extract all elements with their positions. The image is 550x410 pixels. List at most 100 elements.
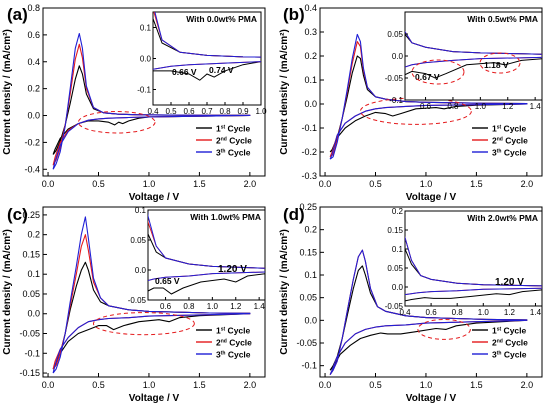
x-axis-label: Voltage / V — [129, 393, 180, 404]
inset-x-tick-label: 1.4 — [254, 302, 266, 311]
inset-series-line-1 — [405, 247, 542, 302]
inset-x-tick-label: 0.6 — [426, 308, 438, 317]
panel-label: (b) — [283, 5, 305, 24]
x-tick-label: 0.0 — [319, 380, 332, 390]
panel-0: 0.0 0.5 1.0 1.5 2.0 -0.4 -0.2 0.0 0.2 0.4 0.6 0.8 Vo… — [2, 3, 267, 203]
y-axis-label: Current density / (mA/cm²) — [2, 229, 13, 355]
panel-label: (a) — [7, 5, 28, 24]
y-tick-label: 0.0 — [304, 315, 317, 325]
legend-label: 3th Cycle — [492, 350, 527, 360]
x-axis-label: Voltage / V — [406, 192, 457, 203]
zoom-callout-ellipse — [417, 318, 471, 340]
inset-title: With 0.0wt% PMA — [186, 14, 257, 24]
inset-title: With 2.0wt% PMA — [467, 213, 538, 223]
inset-x-tick-label: 0.8 — [219, 107, 231, 116]
x-tick-label: 0.5 — [92, 179, 105, 189]
y-tick-label: -0.15 — [19, 368, 40, 378]
legend-label: 1st Cycle — [492, 124, 527, 134]
series-line-3 — [52, 32, 251, 170]
y-tick-label: 0.25 — [22, 210, 40, 220]
y-tick-label: -0.2 — [24, 137, 40, 147]
inset-y-tick-label: 0.1 — [140, 24, 152, 33]
inset-y-tick-label: 0.05 — [387, 30, 403, 39]
y-tick-label: -0.1 — [24, 348, 40, 358]
x-tick-label: 2.0 — [244, 179, 257, 189]
inset-series-group — [148, 210, 265, 295]
y-tick-label: 0.8 — [27, 3, 40, 13]
x-tick-label: 1.5 — [470, 380, 483, 390]
panel-label: (c) — [7, 205, 28, 224]
y-tick-label: 0.0 — [27, 309, 40, 319]
inset-y-tick-label: -0.05 — [385, 302, 404, 311]
inset-x-tick-label: 0.5 — [165, 107, 177, 116]
inset-x-tick-label: 0.4 — [147, 107, 159, 116]
peak-annotation: 0.65 V — [155, 276, 180, 286]
peak-annotation: 0.67 V — [415, 72, 440, 82]
series-line-3 — [329, 33, 528, 160]
inset-y-tick-label: 0.05 — [387, 264, 403, 273]
inset-series-group — [405, 30, 542, 79]
y-tick-label: 0.0 — [304, 99, 317, 109]
y-tick-label: -0.05 — [19, 329, 40, 339]
inset-title: With 1.0wt% PMA — [190, 212, 261, 222]
inset-x-tick-label: 1.2 — [230, 302, 242, 311]
inset-plot: 0.6 0.8 1.0 1.2 1.4 -0.1 -0.05 0.0 0.05 With 0.5w… — [385, 11, 543, 111]
series-line-3 — [329, 249, 528, 376]
x-tick-label: 2.0 — [521, 380, 534, 390]
peak-annotation: 1.20 V — [218, 264, 247, 275]
inset-x-tick-label: 1.4 — [530, 102, 542, 111]
x-tick-label: 0.0 — [42, 179, 55, 189]
x-tick-label: 2.0 — [521, 179, 534, 189]
inset-series-line-3 — [148, 210, 265, 282]
y-tick-label: -0.1 — [301, 123, 317, 133]
y-tick-label: 0.25 — [299, 202, 317, 212]
y-tick-label: 0.6 — [27, 30, 40, 40]
inset-x-tick-label: 1.0 — [478, 308, 490, 317]
x-tick-label: 1.0 — [143, 380, 156, 390]
inset-x-tick-label: 1.0 — [207, 302, 219, 311]
legend-label: 1st Cycle — [216, 326, 251, 336]
legend-label: 1st Cycle — [216, 124, 251, 134]
x-tick-label: 2.0 — [244, 380, 257, 390]
peak-annotation: 0.66 V — [172, 67, 197, 77]
inset-y-tick-label: 0.0 — [135, 266, 147, 275]
y-tick-label: 0.15 — [299, 247, 317, 257]
x-tick-label: 1.5 — [193, 380, 206, 390]
y-tick-label: 0.2 — [304, 225, 317, 235]
inset-x-tick-label: 0.6 — [183, 107, 195, 116]
inset-x-tick-label: 0.8 — [183, 302, 195, 311]
inset-plot: 0.6 0.8 1.0 1.2 1.4 -0.05 0.0 0.05 0.1 With 1.0wt… — [128, 206, 266, 311]
y-tick-label: 0.3 — [304, 27, 317, 37]
y-tick-label: 0.2 — [304, 51, 317, 61]
inset-series-group — [405, 236, 542, 302]
y-tick-label: 0.2 — [27, 230, 40, 240]
x-tick-label: 0.0 — [319, 179, 332, 189]
inset-plot: 0.4 0.5 0.6 0.7 0.8 0.9 1.0 -0.1 0.0 0.1 With 0.0w… — [137, 11, 267, 116]
inset-y-tick-label: 0.0 — [392, 52, 404, 61]
inset-x-tick-label: 1.2 — [502, 102, 514, 111]
inset-x-tick-label: 1.0 — [475, 102, 487, 111]
inset-frame — [404, 11, 543, 101]
panel-3: 0.0 0.5 1.0 1.5 2.0-0.1-0.050.00.050.10.150.… — [279, 202, 543, 404]
inset-y-tick-label: 0.1 — [392, 245, 404, 254]
legend-label: 2nd Cycle — [216, 136, 252, 146]
inset-y-tick-label: -0.05 — [128, 296, 147, 305]
inset-series-line-1 — [153, 17, 261, 81]
inset-x-tick-label: 0.8 — [452, 308, 464, 317]
y-tick-label: -0.1 — [301, 361, 317, 371]
peak-annotation: 1.20 V — [495, 277, 524, 288]
plot-frame — [42, 7, 266, 177]
inset-y-tick-label: -0.05 — [385, 74, 404, 83]
legend-label: 2nd Cycle — [492, 338, 528, 348]
inset-series-line-3 — [405, 30, 542, 68]
inset-series-line-3 — [405, 236, 542, 296]
inset-y-tick-label: 0.0 — [392, 283, 404, 292]
inset-series-group — [153, 12, 261, 81]
x-tick-label: 1.0 — [143, 179, 156, 189]
legend-label: 3th Cycle — [216, 350, 251, 360]
peak-annotation: 0.74 V — [209, 65, 234, 75]
panel-label: (d) — [283, 205, 305, 224]
inset-peak-ellipse — [479, 52, 521, 74]
inset-x-tick-label: 1.4 — [530, 308, 542, 317]
